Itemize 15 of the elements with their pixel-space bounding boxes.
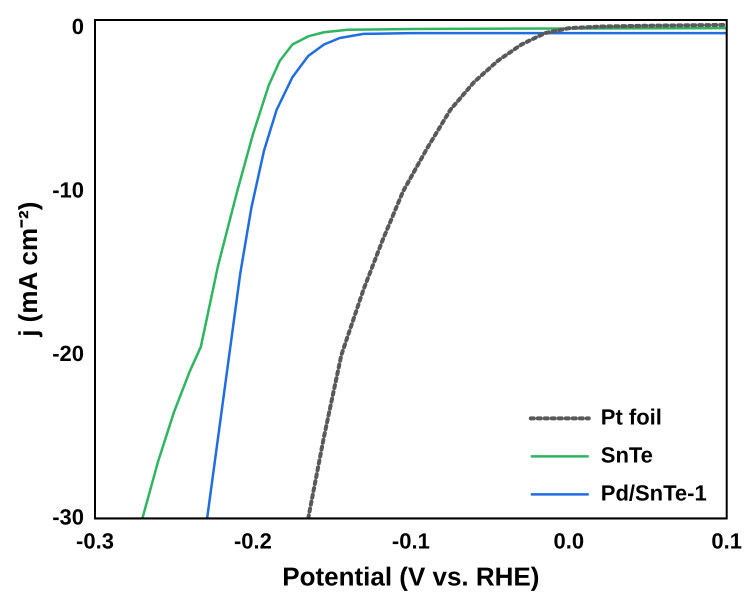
legend-label: Pt foil (600, 404, 662, 430)
x-tick-label: 0.0 (553, 528, 584, 554)
x-tick-label: -0.1 (392, 528, 430, 554)
y-axis-title: j (mA cm⁻²) (12, 202, 43, 338)
x-axis-title: Potential (V vs. RHE) (282, 562, 540, 592)
legend-label: SnTe (600, 442, 653, 468)
line-series (306, 22, 727, 518)
y-tick-label: -30 (52, 504, 84, 530)
legend-label: Pd/SnTe-1 (600, 480, 707, 506)
y-tick-label: 0 (72, 14, 84, 40)
y-tick-label: -10 (52, 178, 84, 203)
x-tick-label: -0.2 (234, 528, 272, 554)
x-tick-label: 0.1 (711, 528, 742, 554)
x-tick-label: -0.3 (76, 528, 114, 554)
y-tick-label: -20 (52, 341, 84, 366)
